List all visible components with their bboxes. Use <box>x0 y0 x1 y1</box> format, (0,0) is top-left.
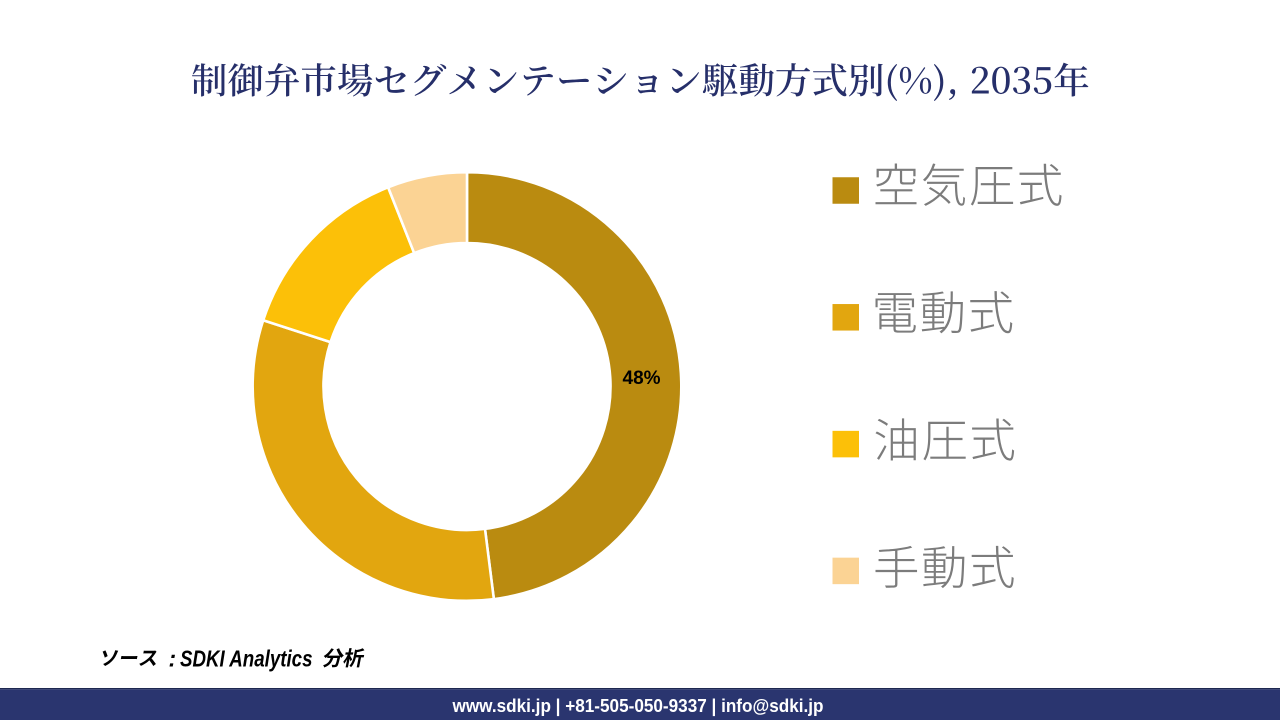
svg-text:48%: 48% <box>623 368 661 389</box>
svg-text:www.sdki.jp | +81-505-050-9337: www.sdki.jp | +81-505-050-9337 | info@sd… <box>452 696 824 716</box>
svg-text::: : <box>169 645 177 671</box>
svg-text:SDKI Analytics: SDKI Analytics <box>180 645 313 671</box>
